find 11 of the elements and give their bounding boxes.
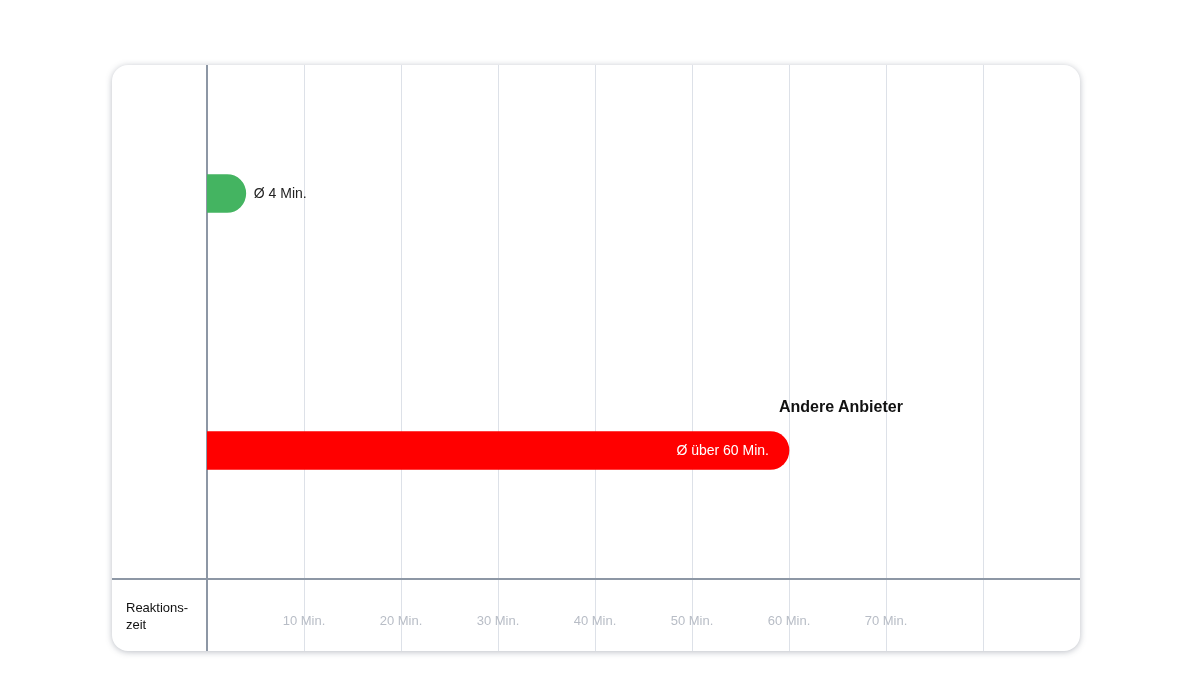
x-tick-label: 10 Min. — [282, 613, 326, 629]
data-label: Ø über 60 Min. — [676, 442, 769, 459]
data-label: Ø 4 Min. — [253, 185, 307, 202]
x-tick-label: 40 Min. — [573, 613, 617, 629]
x-tick-label: 20 Min. — [379, 613, 423, 629]
x-tick-label: 60 Min. — [767, 613, 811, 629]
x-axis-title: Reaktions-zeit — [126, 598, 190, 633]
x-tick-label: 30 Min. — [476, 613, 520, 629]
x-tick-label: 70 Min. — [864, 613, 908, 629]
y-tick-label: Andere Anbieter — [779, 397, 903, 415]
x-tick-label: 50 Min. — [670, 613, 714, 629]
